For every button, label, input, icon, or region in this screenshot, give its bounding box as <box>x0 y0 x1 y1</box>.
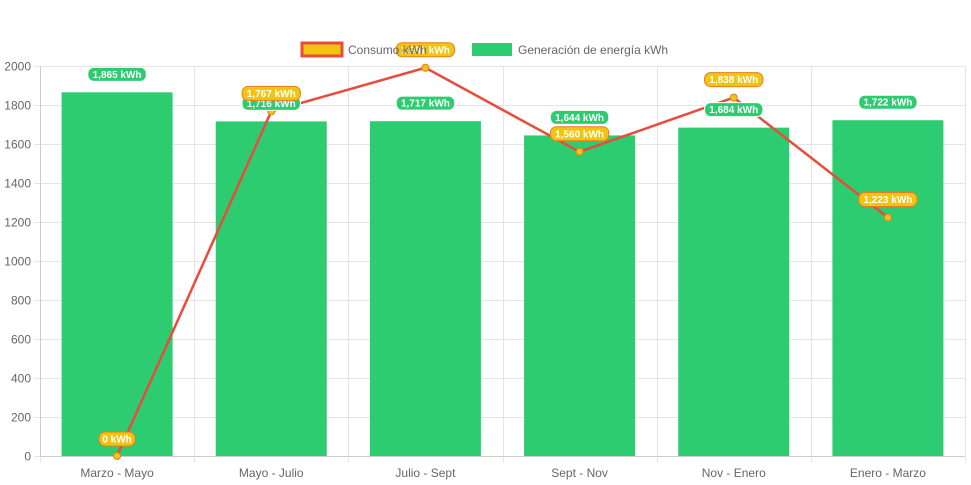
label-layer: 1,865 kWh 1,716 kWh 1,717 kWh 1,644 kWh 1,68… <box>87 42 918 447</box>
line-data-label-bg <box>395 42 456 58</box>
line-data-label-bg <box>858 192 918 208</box>
line-data-label-bg <box>241 85 301 101</box>
line-data-label: 1,838 kWh <box>709 75 758 86</box>
bar-data-label-bg <box>395 95 456 111</box>
bar[interactable] <box>215 121 327 456</box>
line-point[interactable] <box>421 63 430 72</box>
x-tick-label: Sept - Nov <box>551 466 608 480</box>
bar[interactable] <box>524 135 636 457</box>
y-tick-label: 800 <box>11 294 31 308</box>
grid-layer <box>34 66 966 462</box>
line-data-label: 1,560 kWh <box>555 129 604 140</box>
bar-data-label-bg <box>704 102 764 118</box>
axis-layer: 0 200 400 600 800 1000 1200 1400 1600 1800 2000 Mar… <box>4 60 965 480</box>
line-point[interactable] <box>729 93 738 102</box>
legend-swatch[interactable] <box>300 41 344 58</box>
line-data-label: 1,767 kWh <box>247 89 296 100</box>
bar-data-label: 1,716 kWh <box>247 99 296 110</box>
x-tick-label: Marzo - Mayo <box>80 466 154 480</box>
line-data-label: 1,991 kWh <box>401 45 450 56</box>
line-layer <box>113 63 892 460</box>
y-tick-label: 1200 <box>4 216 31 230</box>
bar-data-label: 1,644 kWh <box>555 113 604 124</box>
y-tick-label: 200 <box>11 411 31 425</box>
bar-data-label-bg <box>549 109 610 125</box>
y-tick-label: 1800 <box>4 99 31 113</box>
x-tick-label: Julio - Sept <box>395 466 456 480</box>
y-tick-label: 400 <box>11 372 31 386</box>
line-data-label-bg <box>704 72 764 88</box>
bar[interactable] <box>369 121 481 456</box>
legend-label[interactable]: Consumo kWh <box>348 43 427 57</box>
bar-data-label-bg <box>87 66 147 82</box>
line-point[interactable] <box>575 147 584 156</box>
bar-data-label: 1,717 kWh <box>401 99 450 110</box>
consumption-line <box>115 66 889 457</box>
bar-data-label-bg <box>858 94 918 110</box>
y-tick-label: 2000 <box>4 60 31 74</box>
bar-layer <box>61 92 944 457</box>
x-tick-label: Mayo - Julio <box>239 466 304 480</box>
line-point[interactable] <box>883 213 892 222</box>
bar[interactable] <box>678 127 790 457</box>
legend-label[interactable]: Generación de energía kWh <box>518 43 668 57</box>
line-data-label: 1,223 kWh <box>863 195 912 206</box>
line-data-label-bg <box>98 431 136 447</box>
bar-data-label: 1,865 kWh <box>93 70 142 81</box>
line-data-label: 0 kWh <box>102 435 131 446</box>
legend[interactable]: Consumo kWh Generación de energía kWh <box>300 41 668 58</box>
y-tick-label: 1400 <box>4 177 31 191</box>
y-tick-label: 600 <box>11 333 31 347</box>
bar[interactable] <box>832 120 944 457</box>
line-point[interactable] <box>113 452 122 460</box>
bar-data-label: 1,722 kWh <box>863 98 912 109</box>
y-tick-label: 1000 <box>4 255 31 269</box>
y-tick-label: 0 <box>24 450 31 464</box>
bar[interactable] <box>61 92 173 456</box>
line-data-label-bg <box>549 126 610 142</box>
x-tick-label: Enero - Marzo <box>850 466 926 480</box>
legend-swatch[interactable] <box>472 43 512 56</box>
y-tick-label: 1600 <box>4 138 31 152</box>
bar-data-label: 1,684 kWh <box>709 105 758 116</box>
x-tick-label: Nov - Enero <box>702 466 766 480</box>
